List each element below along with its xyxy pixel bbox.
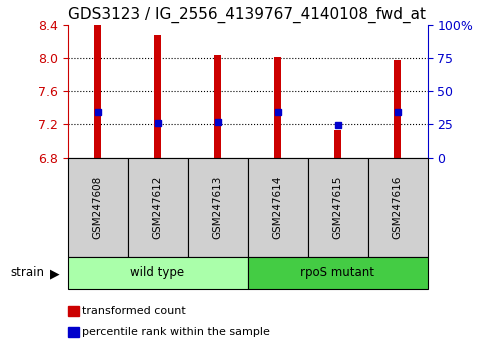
Bar (274, 57, 281, 158)
Text: transformed count: transformed count (82, 306, 186, 316)
Text: rpoS mutant: rpoS mutant (300, 266, 374, 279)
Text: GSM247608: GSM247608 (92, 176, 102, 239)
Bar (214, 56, 221, 158)
Text: wild type: wild type (130, 266, 184, 279)
Bar (154, 35, 161, 158)
Bar (94, 25, 101, 158)
Text: GSM247614: GSM247614 (272, 175, 282, 239)
Text: GSM247612: GSM247612 (152, 175, 162, 239)
Text: GSM247615: GSM247615 (332, 175, 342, 239)
Text: GSM247616: GSM247616 (392, 175, 402, 239)
Text: strain: strain (10, 266, 44, 279)
Text: percentile rank within the sample: percentile rank within the sample (82, 327, 270, 337)
Bar (334, 130, 341, 158)
Bar (394, 61, 401, 158)
Text: GSM247613: GSM247613 (212, 175, 222, 239)
Title: GDS3123 / IG_2556_4139767_4140108_fwd_at: GDS3123 / IG_2556_4139767_4140108_fwd_at (68, 7, 426, 23)
Text: ▶: ▶ (50, 267, 59, 280)
